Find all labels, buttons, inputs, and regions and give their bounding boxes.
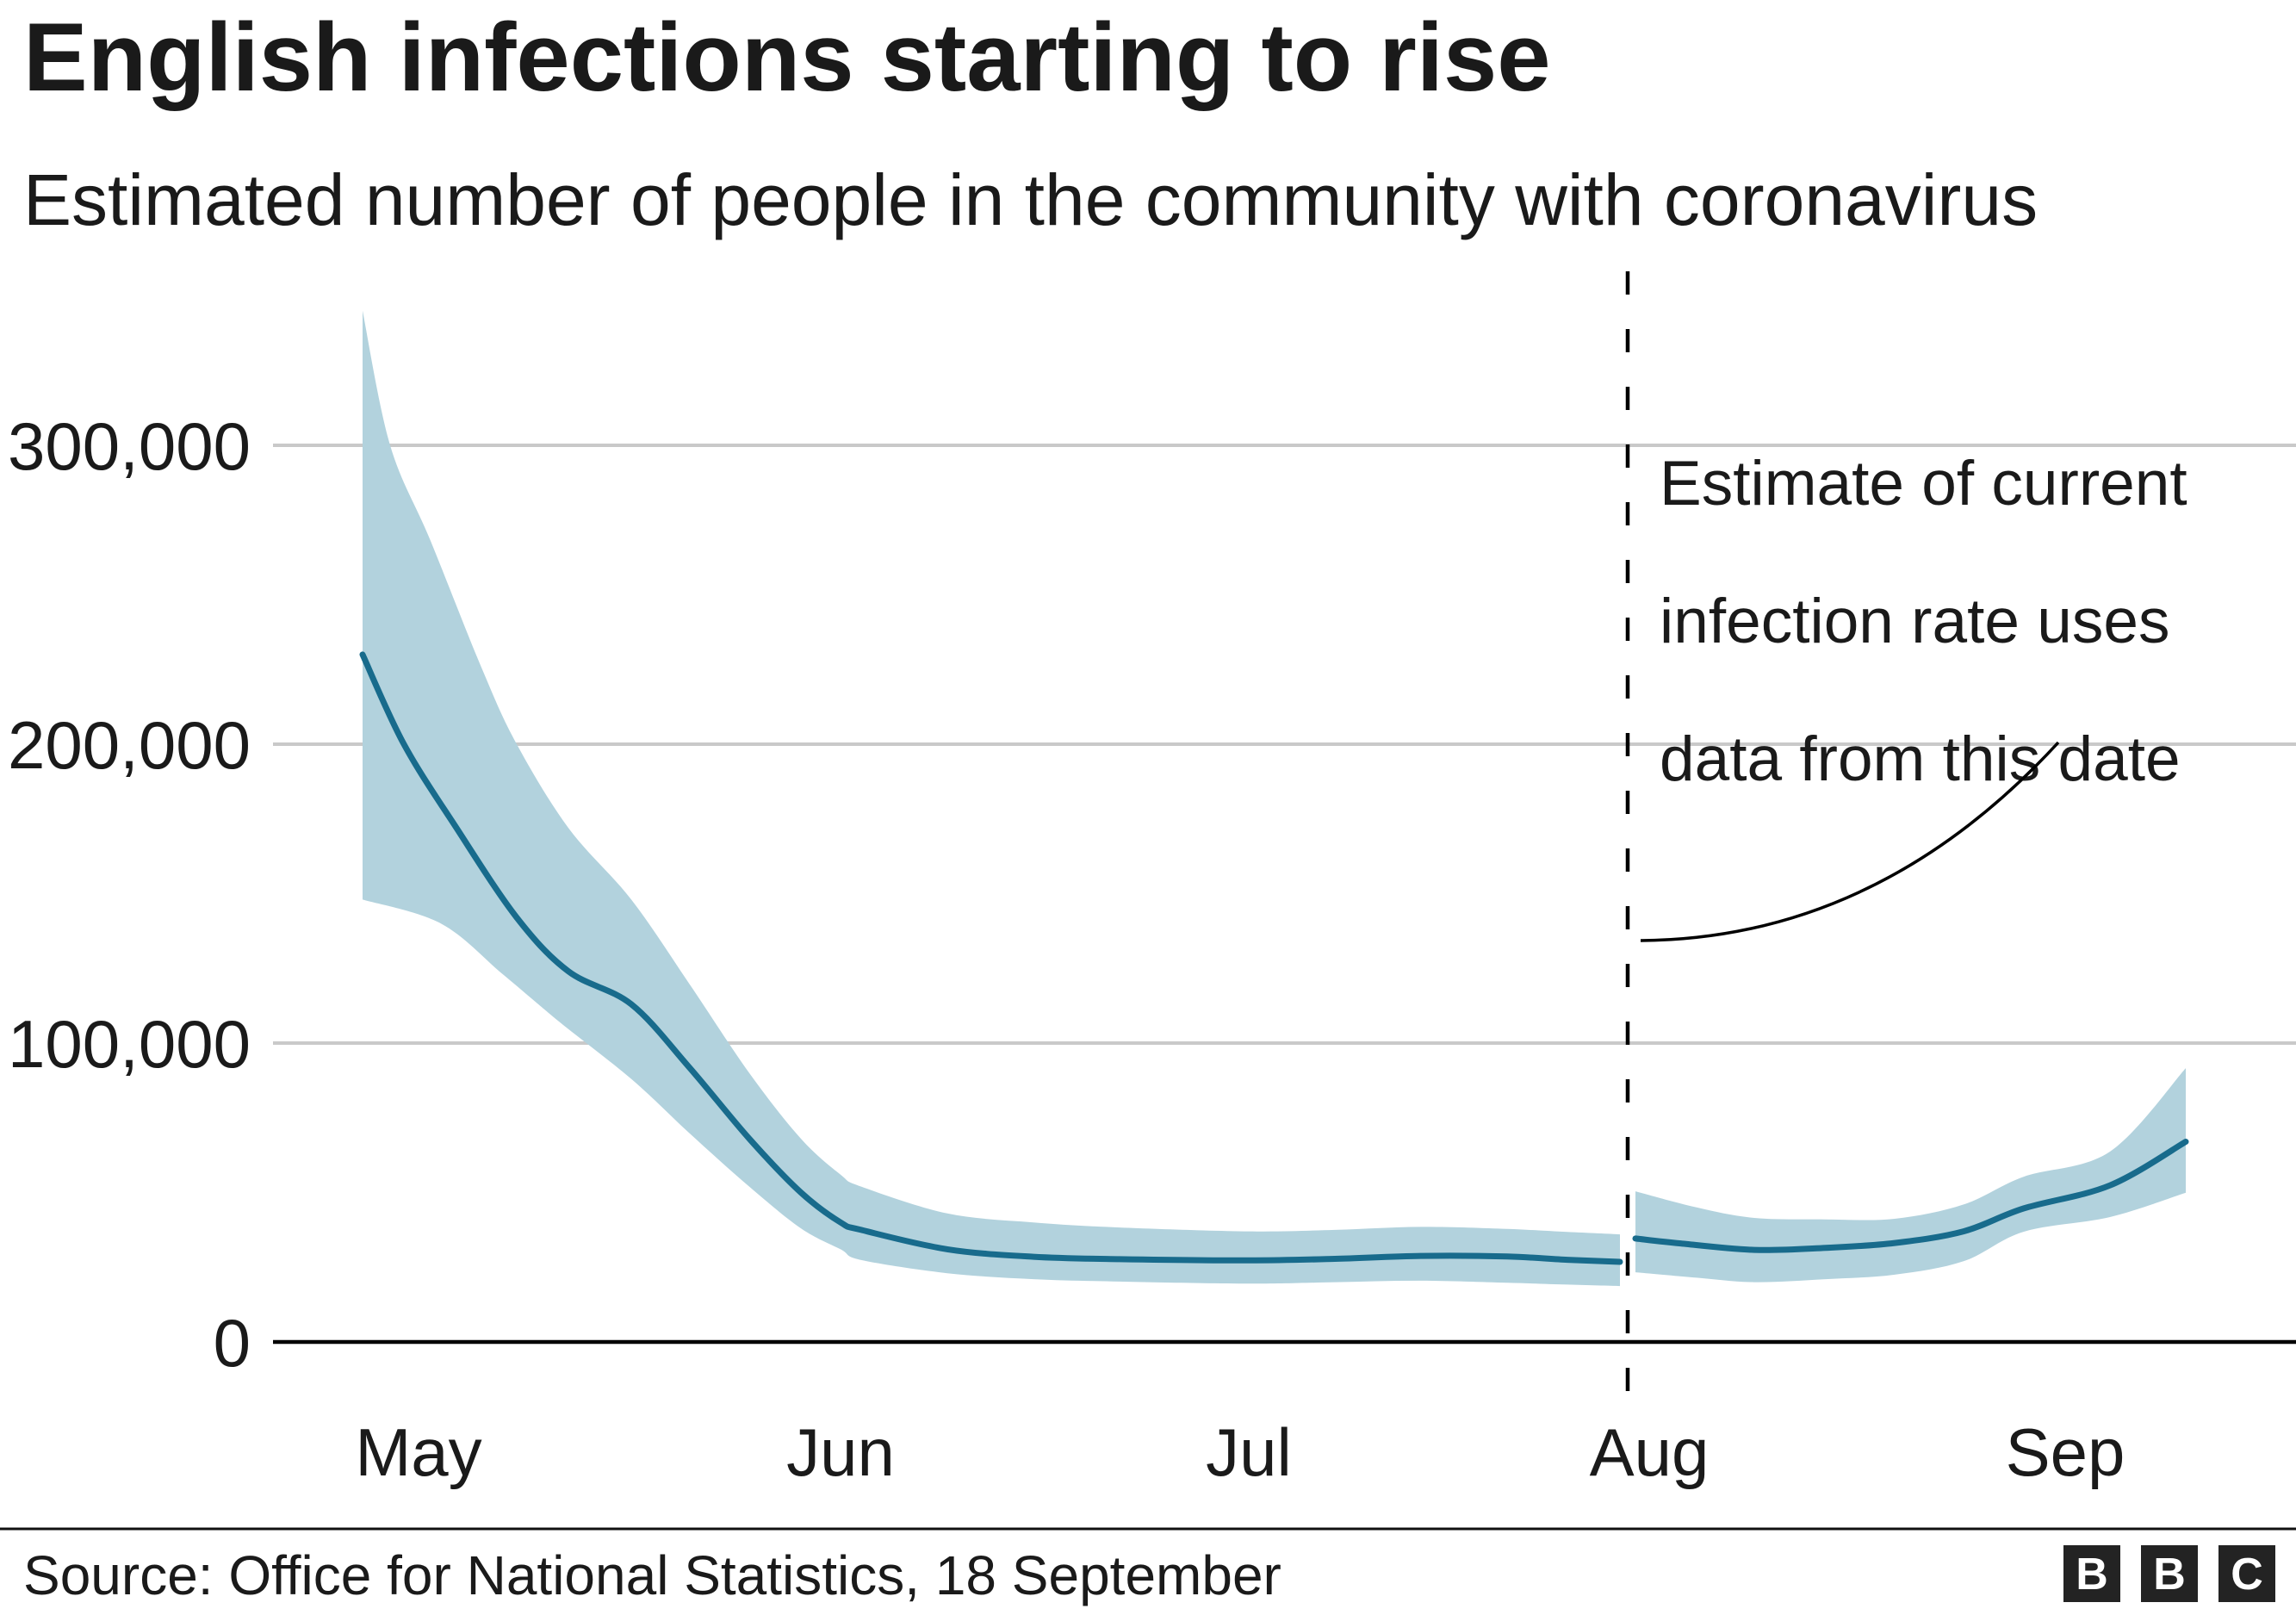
- annotation-connector-line: [1640, 741, 2060, 942]
- x-axis-label: Aug: [1590, 1414, 1710, 1490]
- x-axis-label: Jul: [1206, 1414, 1292, 1490]
- annotation-line-2: infection rate uses: [1660, 587, 2169, 656]
- bbc-logo: B B C: [2063, 1545, 2275, 1602]
- x-axis-label: Jun: [786, 1414, 895, 1490]
- annotation-line-3: data from this date: [1660, 724, 2181, 794]
- annotation-label: Estimate of current infection rate uses …: [1660, 449, 2187, 794]
- page-title: English infections starting to rise: [23, 3, 1551, 111]
- annotation-line-1: Estimate of current: [1660, 449, 2187, 519]
- y-axis-label: 200,000: [8, 707, 251, 783]
- logo-block-1: [2063, 1545, 2120, 1602]
- y-axis-label: 300,000: [8, 408, 251, 484]
- logo-letter-c: C: [2231, 1550, 2263, 1599]
- estimate-after-divider-band: [1635, 1068, 2186, 1283]
- y-axis-labels: 0 100,000 200,000 300,000: [8, 408, 251, 1381]
- estimate-before-divider-band: [363, 310, 1620, 1287]
- source-text: Source: Office for National Statistics, …: [23, 1544, 1281, 1606]
- page-subtitle: Estimated number of people in the commun…: [23, 159, 2038, 240]
- y-axis-label: 100,000: [8, 1006, 251, 1082]
- logo-letter-b1: B: [2076, 1550, 2108, 1599]
- x-axis-label: Sep: [2006, 1414, 2125, 1490]
- confidence-band-layer: [363, 310, 2186, 1287]
- x-axis-labels: May Jun Jul Aug Sep: [355, 1414, 2125, 1490]
- logo-letter-b2: B: [2153, 1550, 2186, 1599]
- logo-block-3: [2218, 1545, 2275, 1602]
- x-axis-label: May: [355, 1414, 481, 1490]
- estimate-line-layer: [359, 651, 2189, 1265]
- estimate-before-divider-line: [359, 651, 1623, 1265]
- estimate-after-divider-line: [1632, 1139, 2189, 1253]
- logo-block-2: [2141, 1545, 2198, 1602]
- y-axis-label: 0: [214, 1305, 251, 1381]
